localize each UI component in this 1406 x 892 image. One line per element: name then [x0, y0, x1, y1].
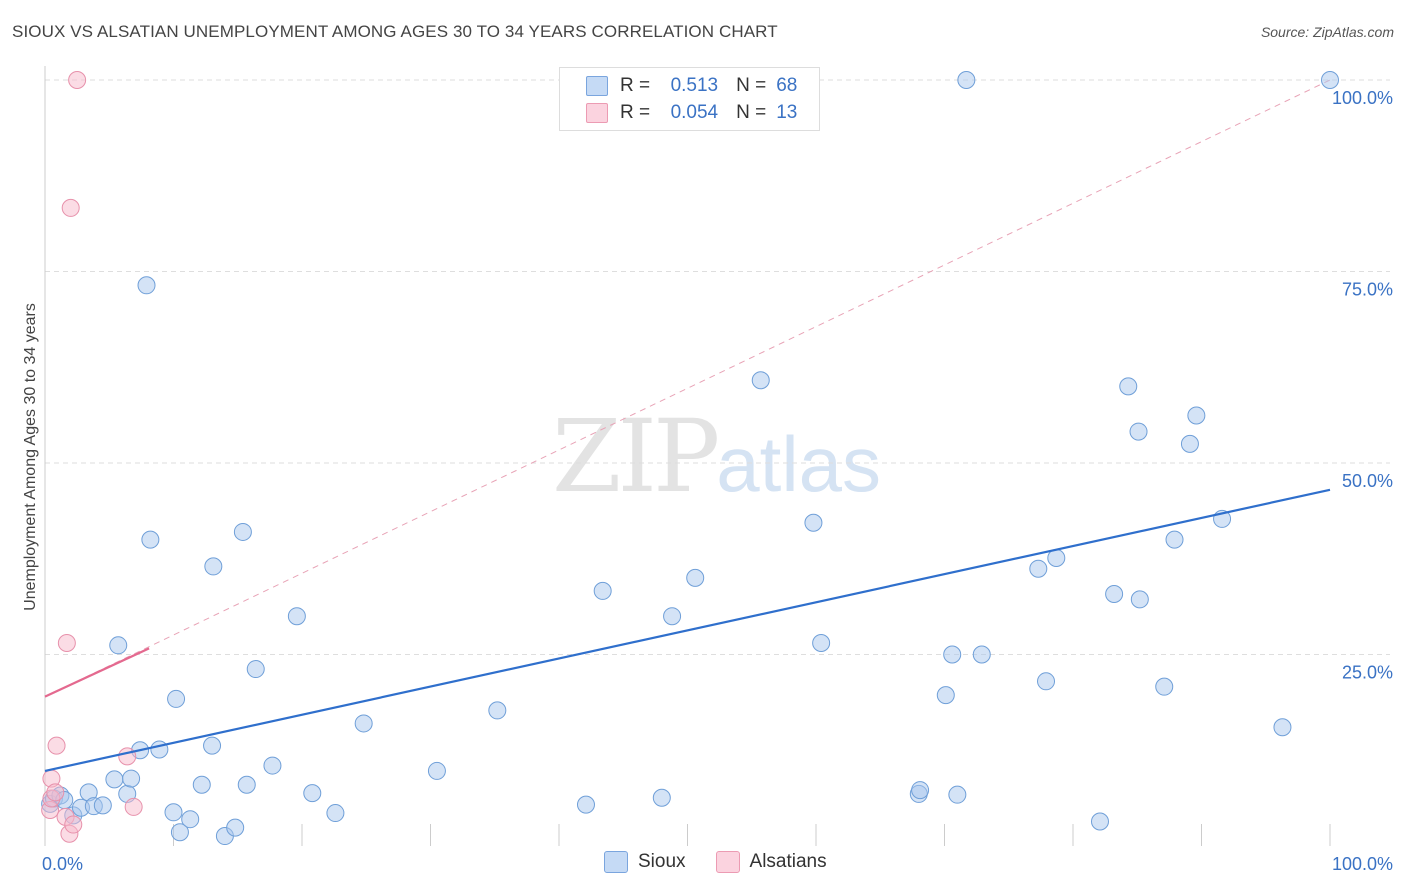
- sioux-point: [936, 686, 955, 705]
- sioux-point: [652, 788, 671, 807]
- sioux-point: [1105, 584, 1124, 603]
- watermark-zip: ZIP: [552, 398, 720, 515]
- y-tick-label: 25.0%: [1342, 663, 1393, 683]
- sioux-point: [812, 634, 831, 653]
- sioux-point: [170, 823, 189, 842]
- legend-n-label: N =: [736, 75, 767, 96]
- alsatians-point: [47, 736, 66, 755]
- data-points: [41, 71, 1339, 846]
- legend-n-value: 68: [776, 75, 798, 96]
- x-tick-label: 0.0%: [42, 854, 83, 874]
- sioux-point: [141, 530, 160, 549]
- legend-swatch-sioux: [586, 76, 608, 96]
- sioux-point: [237, 775, 256, 794]
- series-legend: Sioux Alsatians: [604, 851, 857, 873]
- sioux-point: [246, 660, 265, 679]
- correlation-legend: R = 0.513 N = 68 R = 0.054 N = 13: [559, 67, 820, 131]
- sioux-point: [593, 581, 612, 600]
- legend-swatch-alsatians: [586, 103, 608, 123]
- legend-row-alsatians: R = 0.054 N = 13: [586, 101, 797, 125]
- sioux-point: [1129, 422, 1148, 441]
- sioux-point: [911, 781, 930, 800]
- sioux-point: [93, 796, 112, 815]
- sioux-point: [354, 714, 373, 733]
- sioux-point: [122, 769, 141, 788]
- sioux-point: [1180, 434, 1199, 453]
- sioux-point: [1037, 672, 1056, 691]
- legend-r-value: 0.513: [670, 75, 719, 96]
- sioux-point: [804, 513, 823, 532]
- trend-lines: [44, 488, 1331, 773]
- sioux-point: [326, 804, 345, 823]
- legend-r-label: R =: [620, 102, 651, 123]
- legend-n-label: N =: [736, 102, 767, 123]
- sioux-point: [303, 784, 322, 803]
- alsatians-point: [46, 783, 65, 802]
- sioux-trend-line: [44, 488, 1331, 773]
- sioux-point: [164, 803, 183, 822]
- sioux-point: [226, 818, 245, 837]
- sioux-point: [576, 795, 595, 814]
- sioux-point: [192, 775, 211, 794]
- sioux-point: [427, 761, 446, 780]
- y-axis-title: Unemployment Among Ages 30 to 34 years: [22, 303, 39, 611]
- sioux-point: [1273, 718, 1292, 737]
- sioux-point: [204, 557, 223, 576]
- alsatians-point: [124, 797, 143, 816]
- sioux-point: [663, 607, 682, 626]
- alsatians-trend-line: [44, 647, 150, 698]
- sioux-point: [1155, 677, 1174, 696]
- sioux-point: [137, 276, 156, 295]
- y-tick-label: 50.0%: [1342, 471, 1393, 491]
- sioux-point: [751, 371, 770, 390]
- tick-labels: 25.0% 50.0% 75.0% 100.0% 0.0% 100.0%: [42, 88, 1393, 874]
- alsatians-point: [57, 634, 76, 653]
- series-label-sioux: Sioux: [638, 851, 686, 872]
- series-legend-alsatians: Alsatians: [715, 851, 827, 873]
- sioux-point: [233, 522, 252, 541]
- sioux-point: [488, 701, 507, 720]
- sioux-point: [686, 568, 705, 587]
- series-swatch-sioux: [604, 851, 628, 873]
- sioux-point: [943, 645, 962, 664]
- sioux-point: [109, 636, 128, 655]
- y-tick-label: 100.0%: [1332, 88, 1393, 108]
- source-label: Source: ZipAtlas.com: [1260, 24, 1394, 40]
- sioux-point: [287, 607, 306, 626]
- legend-r-label: R =: [620, 75, 651, 96]
- watermark-atlas: atlas: [716, 420, 882, 508]
- sioux-point: [167, 689, 186, 708]
- series-legend-sioux: Sioux: [604, 851, 686, 873]
- alsatians-point: [68, 71, 87, 89]
- sioux-point: [181, 810, 200, 829]
- y-tick-label: 75.0%: [1342, 280, 1393, 300]
- sioux-point: [1321, 71, 1339, 89]
- sioux-point: [203, 736, 222, 755]
- grid-lines: [45, 79, 1390, 655]
- series-label-alsatians: Alsatians: [749, 851, 827, 872]
- sioux-point: [1130, 590, 1149, 609]
- chart-title: SIOUX VS ALSATIAN UNEMPLOYMENT AMONG AGE…: [12, 22, 778, 41]
- legend-row-sioux: R = 0.513 N = 68: [586, 74, 797, 98]
- watermark: ZIPatlas: [552, 398, 881, 515]
- alsatians-point: [118, 747, 137, 766]
- sioux-point: [972, 645, 991, 664]
- series-swatch-alsatians: [715, 851, 740, 873]
- sioux-point: [948, 785, 967, 804]
- x-tick-label: 100.0%: [1332, 854, 1393, 874]
- sioux-point: [1187, 406, 1206, 425]
- sioux-point: [105, 770, 124, 789]
- sioux-point: [1165, 530, 1184, 549]
- alsatians-point: [64, 815, 83, 834]
- alsatians-point: [61, 198, 80, 217]
- legend-r-value: 0.054: [670, 102, 719, 123]
- sioux-point: [1090, 812, 1109, 831]
- sioux-point: [1029, 559, 1048, 578]
- sioux-point: [1119, 377, 1138, 396]
- sioux-point: [957, 71, 976, 89]
- legend-n-value: 13: [776, 102, 798, 123]
- sioux-point: [263, 756, 282, 775]
